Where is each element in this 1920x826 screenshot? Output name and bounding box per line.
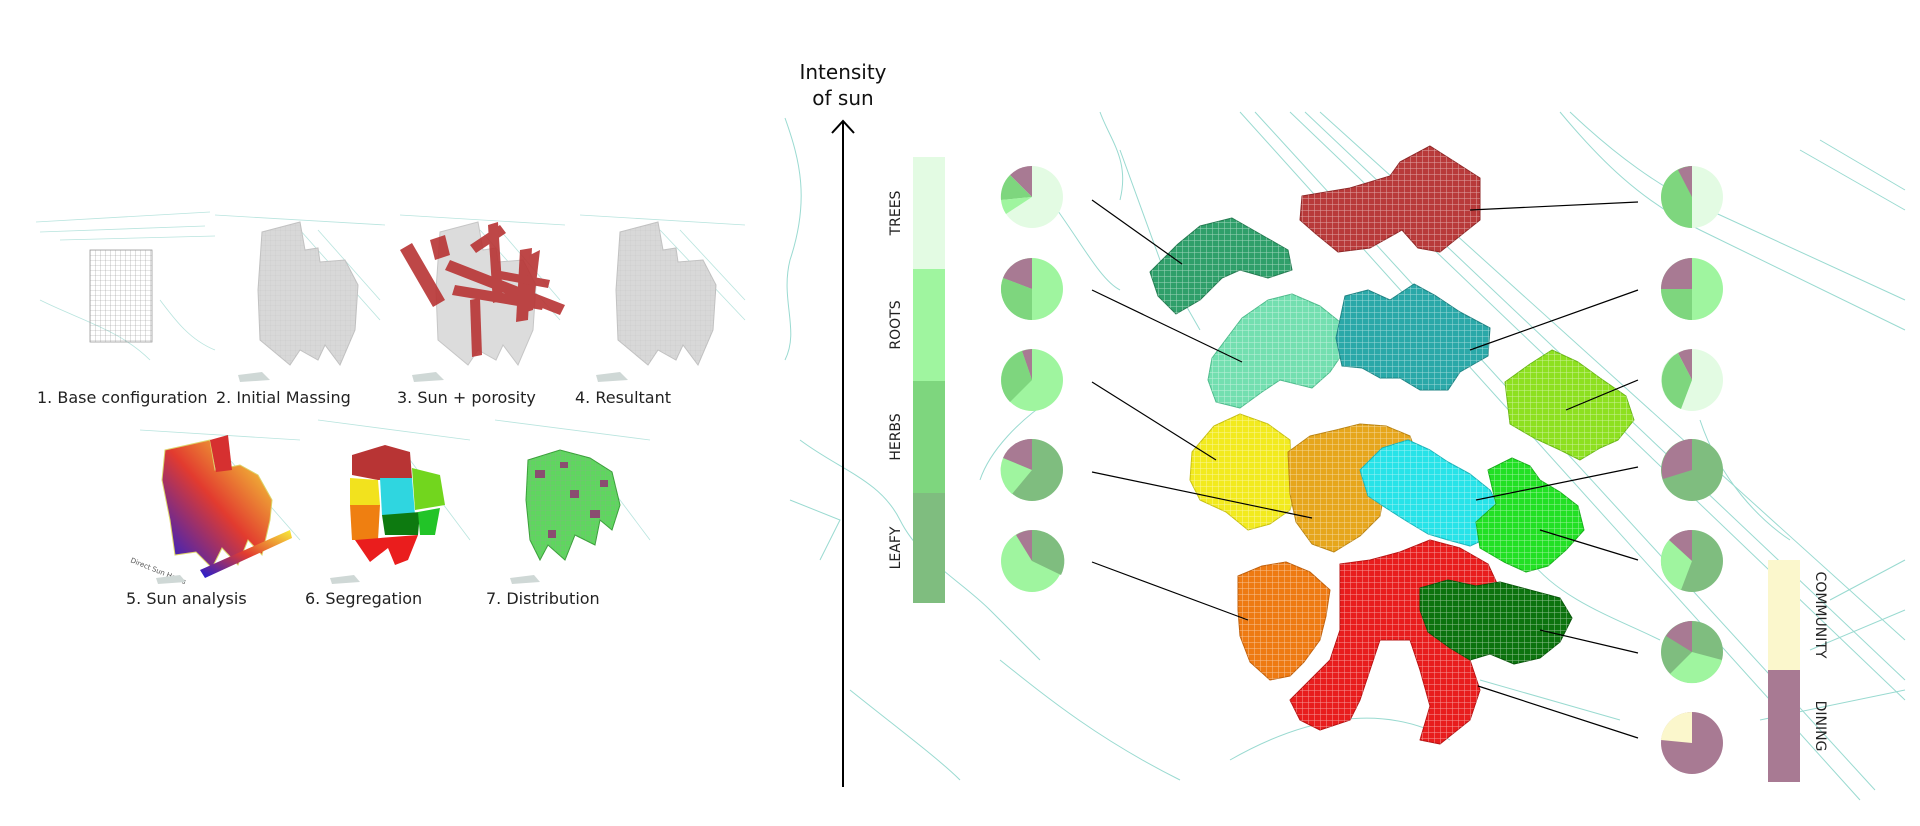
step-label-6: 6. Segregation bbox=[305, 589, 422, 608]
pie-roots bbox=[1000, 258, 1063, 320]
axis-title-line1: Intensity bbox=[799, 60, 886, 84]
pie-herbs bbox=[1001, 349, 1063, 411]
category-label-leafy: LEAFY bbox=[888, 526, 904, 569]
planting-category-bar: TREES ROOTS HERBS LEAFY bbox=[888, 157, 945, 603]
axis-title-line2: of sun bbox=[812, 86, 873, 110]
pie-right-5 bbox=[1660, 529, 1723, 592]
cluster-dark-red bbox=[1299, 145, 1481, 253]
step-label-2: 2. Initial Massing bbox=[216, 388, 351, 407]
site-plan: Intensity of sun TREES ROOTS HERBS LEAFY… bbox=[784, 60, 1906, 801]
cluster-yellow bbox=[1189, 413, 1297, 531]
pie-trees bbox=[1000, 165, 1063, 228]
category-label-roots: ROOTS bbox=[888, 300, 904, 349]
pie-right-2 bbox=[1661, 258, 1723, 320]
category-swatch-herbs bbox=[913, 381, 945, 493]
use-label-community: COMMUNITY bbox=[1812, 572, 1828, 659]
distribution-spots bbox=[535, 462, 608, 538]
step-label-5: 5. Sun analysis bbox=[126, 589, 247, 608]
sun-intensity-axis: Intensity of sun bbox=[799, 60, 887, 787]
cluster-teal bbox=[1335, 283, 1491, 391]
category-swatch-trees bbox=[913, 157, 945, 269]
process-thumbnails: Direct Sun Hours bbox=[35, 211, 746, 608]
step-label-1: 1. Base configuration bbox=[37, 388, 208, 407]
cluster-mint bbox=[1207, 293, 1346, 409]
thumb-sun-analysis: Direct Sun Hours bbox=[129, 429, 301, 586]
use-swatch-community bbox=[1768, 560, 1800, 670]
pie-right-7 bbox=[1661, 711, 1723, 774]
step-label-4: 4. Resultant bbox=[575, 388, 671, 407]
pie-leafy bbox=[1000, 438, 1063, 501]
right-pies bbox=[1660, 166, 1723, 774]
pie-right-4 bbox=[1661, 439, 1723, 501]
cluster-lime bbox=[1504, 349, 1635, 461]
base-grid bbox=[89, 249, 153, 343]
planting-clusters bbox=[1149, 145, 1635, 745]
cluster-forest-green bbox=[1419, 579, 1573, 665]
site-lines bbox=[35, 211, 216, 361]
sun-rays bbox=[400, 222, 565, 357]
pie-bottom bbox=[1001, 529, 1065, 592]
left-pies bbox=[1000, 165, 1065, 592]
thumb-segregation bbox=[317, 419, 471, 584]
thumb-initial-massing bbox=[214, 214, 386, 382]
thumb-base-configuration bbox=[35, 211, 216, 361]
thumb-distribution bbox=[494, 419, 651, 584]
use-category-bar: COMMUNITY DINING bbox=[1768, 560, 1828, 782]
thumb-resultant bbox=[579, 214, 746, 382]
cluster-bright-green bbox=[1475, 457, 1585, 573]
use-swatch-dining bbox=[1768, 670, 1800, 782]
step-label-3: 3. Sun + porosity bbox=[397, 388, 536, 407]
pie-right-1 bbox=[1661, 166, 1723, 228]
use-label-dining: DINING bbox=[1812, 701, 1828, 752]
cluster-orange bbox=[1237, 561, 1331, 681]
step-label-7: 7. Distribution bbox=[486, 589, 600, 608]
thumb-sun-porosity bbox=[399, 214, 566, 382]
category-label-trees: TREES bbox=[888, 190, 904, 236]
pie-right-6 bbox=[1661, 621, 1723, 684]
leader-lines bbox=[1091, 199, 1639, 739]
category-swatch-leafy bbox=[913, 493, 945, 603]
pie-right-3 bbox=[1661, 349, 1723, 411]
category-label-herbs: HERBS bbox=[888, 413, 904, 460]
cluster-sea-green bbox=[1149, 217, 1293, 315]
category-swatch-roots bbox=[913, 269, 945, 381]
